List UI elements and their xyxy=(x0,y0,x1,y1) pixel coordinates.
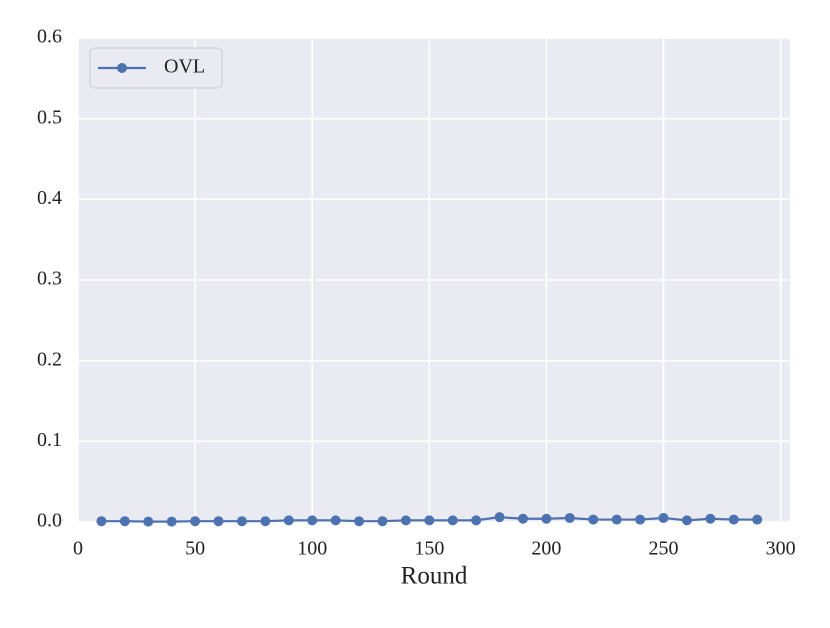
y-tick-label: 0.6 xyxy=(37,26,62,48)
legend-box xyxy=(89,47,223,89)
point xyxy=(424,515,435,526)
point xyxy=(728,514,739,525)
y-tick-label: 0.1 xyxy=(37,429,62,451)
legend-label: OVL xyxy=(164,56,205,78)
point xyxy=(166,516,177,527)
point xyxy=(283,515,294,526)
y-tick-label: 0.3 xyxy=(37,268,62,290)
point xyxy=(588,514,599,525)
x-tick-label: 150 xyxy=(414,538,444,560)
point xyxy=(658,512,669,523)
point xyxy=(541,513,552,524)
y-tick-label: 0.5 xyxy=(37,106,62,128)
point xyxy=(213,516,224,527)
point xyxy=(377,516,388,527)
x-tick-label: 100 xyxy=(297,538,327,560)
point xyxy=(611,514,622,525)
point xyxy=(752,514,763,525)
point xyxy=(471,515,482,526)
x-tick-label: 200 xyxy=(531,538,561,560)
point xyxy=(260,516,271,527)
point xyxy=(330,515,341,526)
point xyxy=(307,515,318,526)
x-axis-label: Round xyxy=(401,563,468,590)
y-tick-label: 0.2 xyxy=(37,348,62,370)
point xyxy=(447,515,458,526)
point xyxy=(518,513,528,524)
point xyxy=(236,516,247,527)
point xyxy=(143,516,154,527)
x-tick-label: 300 xyxy=(766,538,796,560)
point xyxy=(705,513,716,524)
point xyxy=(635,514,646,525)
point xyxy=(400,515,411,526)
x-tick-label: 250 xyxy=(649,538,679,560)
y-tick-label: 0.4 xyxy=(37,187,62,209)
point xyxy=(96,516,107,527)
point xyxy=(681,515,692,526)
x-tick-label: 0 xyxy=(73,538,83,560)
legend-marker xyxy=(117,63,127,73)
point xyxy=(119,516,130,527)
point xyxy=(564,512,575,523)
x-tick-label: 50 xyxy=(185,538,205,560)
point xyxy=(354,516,365,527)
point xyxy=(494,512,505,523)
y-tick-label: 0.0 xyxy=(37,510,62,532)
point xyxy=(190,516,201,527)
